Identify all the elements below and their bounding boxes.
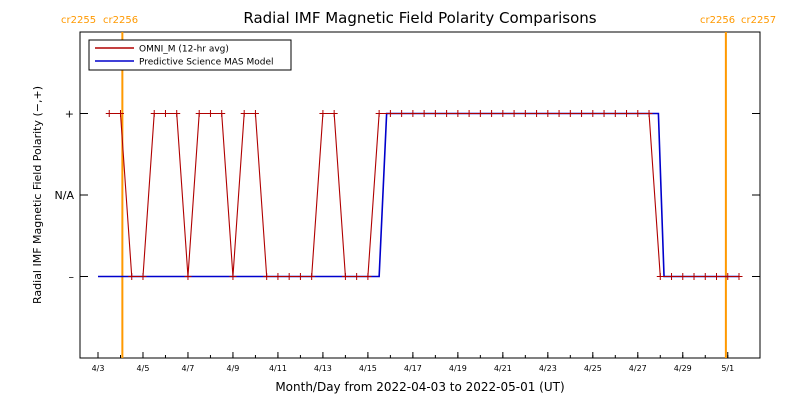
omni-data-point-34 (488, 110, 496, 117)
x-tick-label-0: 4/3 (92, 364, 105, 373)
x-tick-label-7: 4/17 (404, 364, 422, 373)
omni-data-point-46 (623, 110, 631, 117)
omni-data-point-10 (218, 110, 226, 117)
omni-data-point-23 (364, 273, 372, 280)
omni-data-point-11 (229, 273, 237, 280)
x-tick-label-1: 4/5 (137, 364, 150, 373)
omni-data-point-12 (240, 110, 248, 117)
x-axis-ticks: 4/3 4/5 4/7 4/9 4/11 4/13 4/15 4/17 4/19 4/21 4/23… (92, 352, 734, 373)
data-series (98, 110, 743, 280)
omni-data-point-2 (128, 273, 136, 280)
x-tick-label-6: 4/15 (359, 364, 377, 373)
legend-box (88, 39, 292, 71)
omni-data-point-53 (701, 273, 709, 280)
y-tick-label-2: – (69, 271, 75, 284)
omni-data-point-5 (161, 110, 169, 117)
omni-data-point-28 (420, 110, 428, 117)
x-tick-label-10: 4/23 (539, 364, 557, 373)
omni-data-point-44 (600, 110, 608, 117)
chart-title: Radial IMF Magnetic Field Polarity Compa… (243, 9, 596, 27)
omni-data-point-49 (656, 273, 664, 280)
cr-label-right-2: cr2257 (741, 15, 776, 26)
omni-data-point-26 (398, 110, 406, 117)
omni-data-point-36 (510, 110, 518, 117)
omni-data-point-8 (195, 110, 203, 117)
legend-label-mas: Predictive Science MAS Model (139, 58, 274, 68)
x-tick-label-14: 5/1 (721, 364, 734, 373)
omni-data-point-14 (263, 273, 271, 280)
legend-label-omni: OMNI_M (12-hr avg) (139, 45, 229, 55)
omni-data-point-40 (555, 110, 563, 117)
omni-data-point-52 (690, 273, 698, 280)
omni-data-point-39 (544, 110, 552, 117)
omni-data-point-50 (668, 273, 676, 280)
cr-label-right-1: cr2256 (700, 15, 735, 26)
omni-data-point-54 (713, 273, 721, 280)
y-axis-ticks: + N/A – (55, 108, 760, 284)
omni-data-point-35 (499, 110, 507, 117)
series-line-mas-model (98, 112, 739, 278)
omni-data-point-1 (116, 110, 124, 117)
x-tick-label-3: 4/9 (227, 364, 240, 373)
omni-data-point-24 (375, 110, 383, 117)
omni-data-point-27 (409, 110, 417, 117)
omni-data-point-56 (735, 273, 743, 280)
omni-data-point-0 (105, 110, 113, 117)
omni-data-point-47 (634, 110, 642, 117)
omni-data-point-16 (285, 273, 293, 280)
x-tick-label-2: 4/7 (182, 364, 195, 373)
carrington-markers (121, 32, 727, 358)
x-tick-label-5: 4/13 (314, 364, 332, 373)
omni-data-point-32 (465, 110, 473, 117)
omni-data-point-45 (611, 110, 619, 117)
y-axis-label: Radial IMF Magnetic Field Polarity (−,+) (31, 86, 44, 304)
x-tick-label-9: 4/21 (494, 364, 512, 373)
omni-data-point-17 (296, 273, 304, 280)
omni-data-point-13 (251, 110, 259, 117)
omni-data-point-42 (578, 110, 586, 117)
y-tick-label-1: N/A (55, 189, 75, 202)
omni-data-point-48 (645, 110, 653, 117)
x-tick-label-13: 4/29 (674, 364, 692, 373)
omni-data-point-18 (308, 273, 316, 280)
omni-data-point-6 (173, 110, 181, 117)
omni-data-point-15 (274, 273, 282, 280)
y-tick-label-0: + (65, 108, 74, 121)
omni-data-point-22 (353, 273, 361, 280)
omni-data-point-30 (443, 110, 451, 117)
omni-data-point-31 (454, 110, 462, 117)
omni-data-point-29 (431, 110, 439, 117)
omni-data-point-21 (341, 273, 349, 280)
omni-data-point-41 (566, 110, 574, 117)
omni-data-point-9 (206, 110, 214, 117)
x-tick-label-8: 4/19 (449, 364, 467, 373)
omni-data-point-3 (139, 273, 147, 280)
legend: OMNI_M (12-hr avg) Predictive Science MA… (88, 39, 292, 71)
omni-data-point-55 (724, 273, 732, 280)
x-axis-label: Month/Day from 2022-04-03 to 2022-05-01 … (275, 380, 564, 394)
cr-label-left-1: cr2255 (61, 15, 96, 26)
omni-data-point-51 (679, 273, 687, 280)
omni-data-point-43 (589, 110, 597, 117)
cr-label-left-2: cr2256 (103, 15, 138, 26)
omni-data-point-33 (476, 110, 484, 117)
omni-data-point-25 (386, 110, 394, 117)
omni-data-point-38 (533, 110, 541, 117)
omni-data-point-19 (319, 110, 327, 117)
omni-data-point-7 (184, 273, 192, 280)
x-tick-label-11: 4/25 (584, 364, 602, 373)
x-tick-label-12: 4/27 (629, 364, 647, 373)
omni-data-point-4 (150, 110, 158, 117)
omni-data-point-20 (330, 110, 338, 117)
omni-data-point-37 (521, 110, 529, 117)
series-line-omni (109, 112, 739, 278)
x-tick-label-4: 4/11 (269, 364, 287, 373)
